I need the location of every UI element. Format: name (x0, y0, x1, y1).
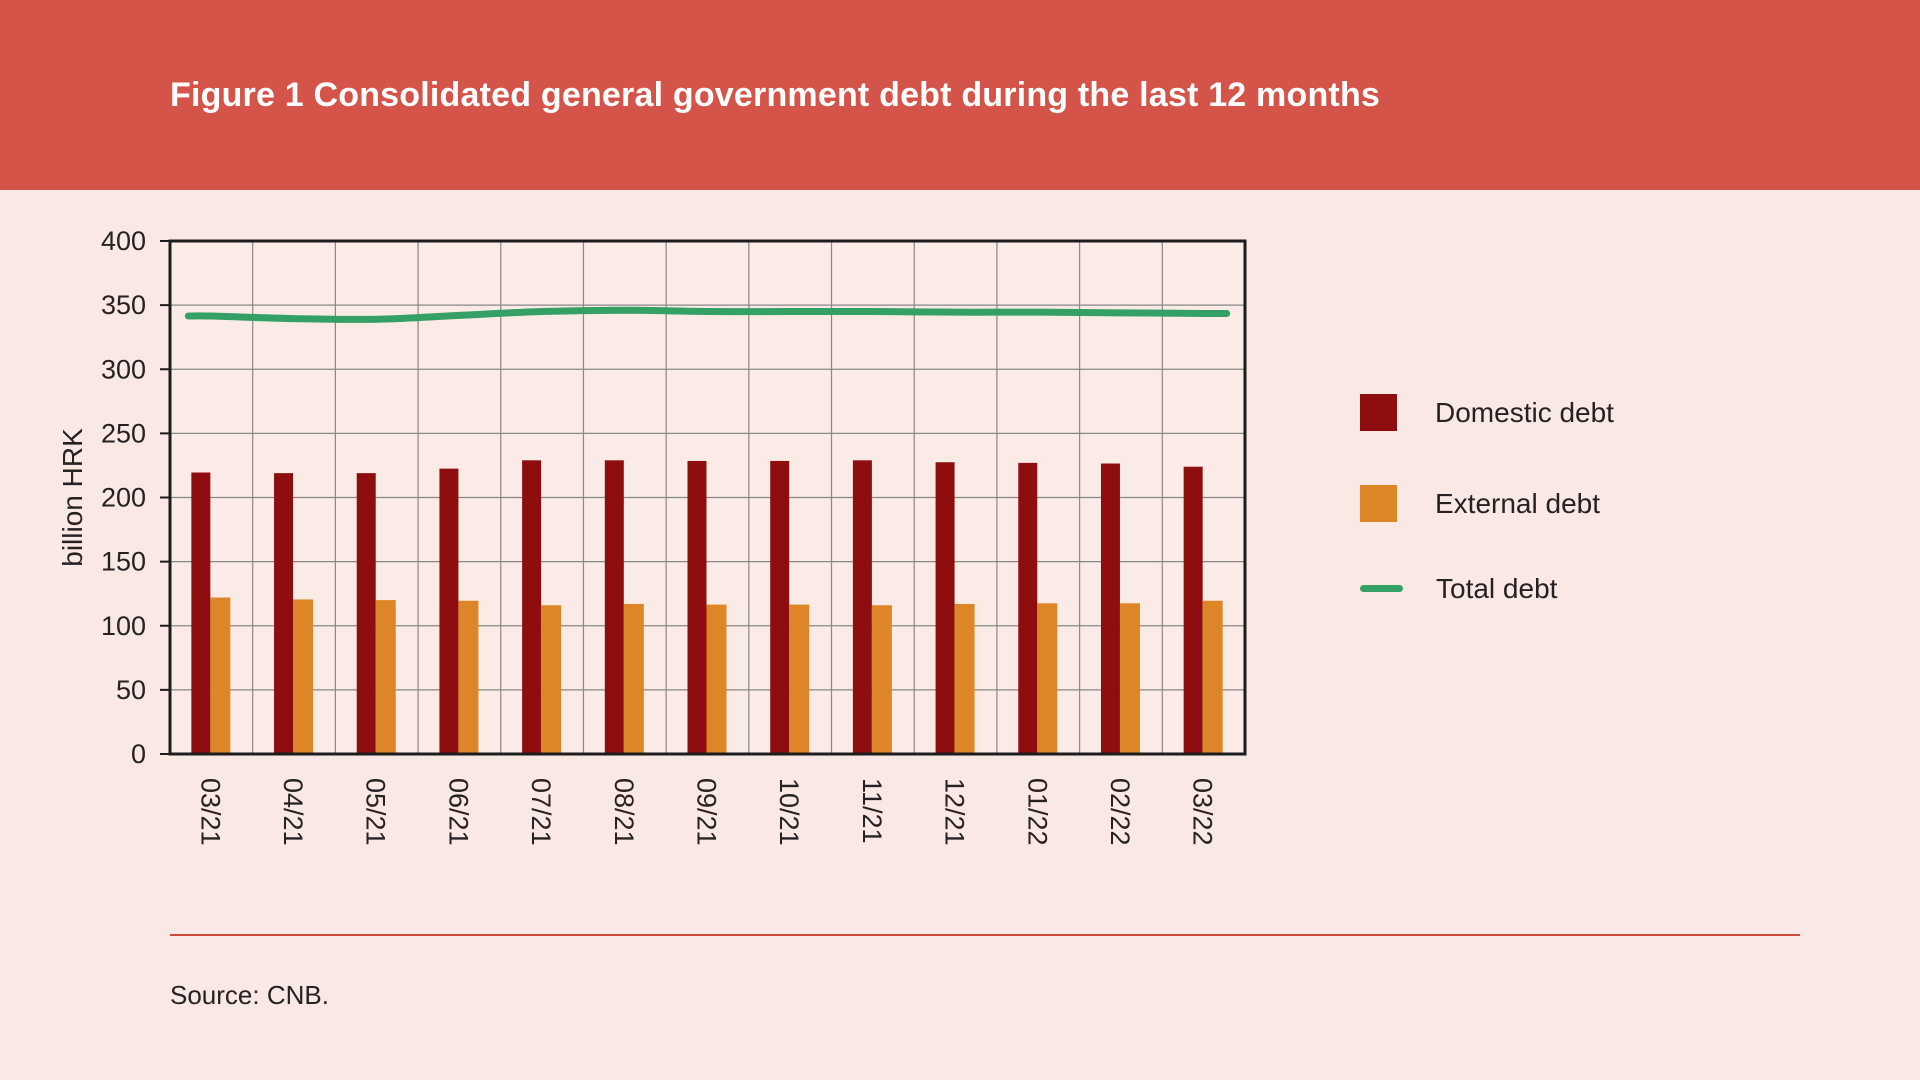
footer-divider (170, 934, 1800, 936)
x-tick-label: 01/22 (1022, 778, 1052, 846)
bar (210, 597, 231, 754)
x-tick-label: 09/21 (692, 778, 722, 846)
bar (706, 604, 727, 754)
x-tick-label: 02/22 (1105, 778, 1135, 846)
bar (293, 599, 314, 754)
bar (935, 462, 955, 754)
y-axis-title: billion HRK (57, 428, 88, 567)
bar (954, 603, 975, 754)
gridlines (170, 241, 1245, 754)
y-tick-label: 400 (101, 226, 146, 256)
x-tick-label: 05/21 (361, 778, 391, 846)
bar (458, 600, 479, 754)
x-tick-label: 04/21 (278, 778, 308, 846)
y-tick-label: 0 (131, 739, 146, 769)
bar (375, 600, 396, 754)
bar (439, 468, 459, 754)
y-tick-label: 350 (101, 290, 146, 320)
bar (623, 603, 644, 754)
bar (191, 472, 211, 754)
y-tick-label: 300 (101, 354, 146, 384)
bar (1100, 463, 1120, 754)
legend-item-external-debt: External debt (1360, 485, 1600, 522)
y-ticks (160, 240, 170, 755)
legend-label-total-debt: Total debt (1436, 572, 1558, 604)
external-debt-swatch (1360, 485, 1397, 522)
bar (789, 604, 810, 754)
bar (1037, 603, 1058, 754)
figure-title: Figure 1 Consolidated general government… (170, 75, 1381, 114)
x-tick-label: 06/21 (443, 778, 473, 846)
y-tick-label: 250 (101, 418, 146, 448)
bar (871, 605, 892, 754)
x-tick-label: 03/21 (195, 778, 225, 846)
bar (541, 605, 562, 754)
y-tick-label: 50 (116, 675, 146, 705)
bar (604, 460, 624, 754)
source-note: Source: CNB. (170, 980, 329, 1010)
x-tick-label: 12/21 (940, 778, 970, 846)
bar (1202, 600, 1223, 754)
legend-label-external-debt: External debt (1435, 487, 1600, 519)
total-debt-line (184, 306, 1231, 323)
bar (274, 473, 294, 754)
x-tick-label: 03/22 (1188, 778, 1218, 846)
bar (1119, 603, 1140, 754)
x-tick-label: 07/21 (526, 778, 556, 846)
bar (1018, 462, 1038, 754)
header-band: Figure 1 Consolidated general government… (0, 0, 1920, 190)
x-tick-label: 08/21 (609, 778, 639, 846)
bar (687, 460, 707, 754)
y-tick-label: 200 (101, 483, 146, 513)
bar (770, 460, 790, 754)
y-tick-labels: 0 50 100 150 200 250 300 350 400 (101, 226, 146, 769)
x-tick-label: 10/21 (774, 778, 804, 846)
y-tick-label: 100 (101, 611, 146, 641)
legend-item-domestic-debt: Domestic debt (1360, 394, 1614, 431)
legend-item-total-debt: Total debt (1360, 570, 1557, 607)
bar (852, 460, 872, 754)
bar (1183, 466, 1203, 754)
x-tick-label: 11/21 (857, 778, 887, 844)
y-tick-label: 150 (101, 547, 146, 577)
x-tick-labels: 03/21 04/21 05/21 06/21 07/21 08/21 09/21 10/21… (195, 778, 1217, 846)
domestic-debt-swatch (1360, 394, 1397, 431)
bar (356, 473, 376, 754)
bar (522, 460, 542, 754)
total-debt-swatch (1360, 585, 1403, 592)
bars-external (210, 597, 1223, 754)
bars-domestic (191, 460, 1203, 754)
legend-label-domestic-debt: Domestic debt (1435, 396, 1614, 428)
